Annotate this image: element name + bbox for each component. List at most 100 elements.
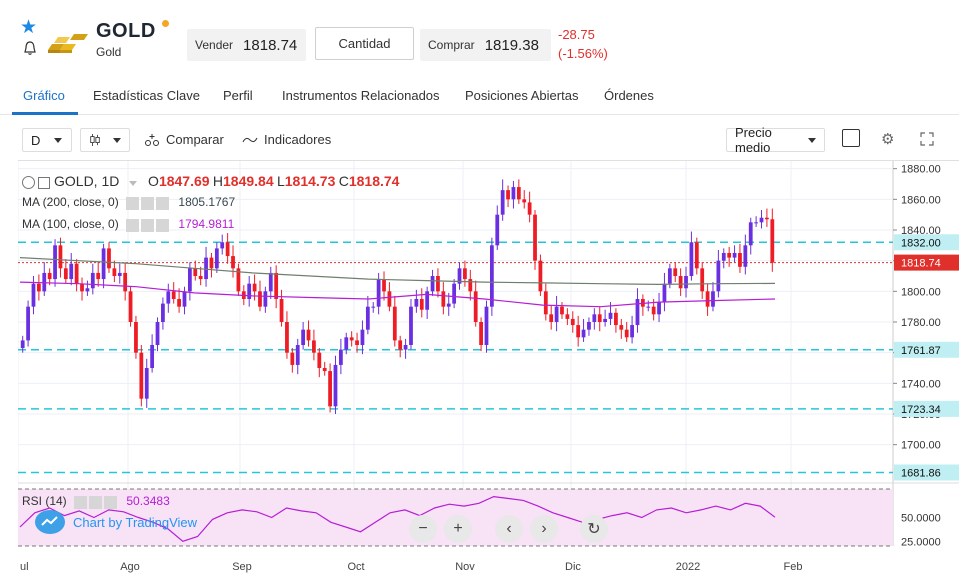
candle-body xyxy=(58,245,63,269)
compare-label: Comparar xyxy=(166,132,224,147)
rsi-line xyxy=(19,495,776,542)
eye-icon[interactable] xyxy=(126,218,140,232)
close-value: 1818.74 xyxy=(348,173,400,189)
candle-body xyxy=(576,325,581,338)
candle-body xyxy=(678,276,683,289)
candle-body xyxy=(90,272,95,289)
bell-icon[interactable] xyxy=(22,40,38,56)
tab-grafico[interactable]: Gráfico xyxy=(23,88,65,103)
chart-toolbar: D Comparar Indicadores Precio medio ⚙ xyxy=(0,123,959,156)
close-icon[interactable] xyxy=(156,196,170,210)
level-label-bg xyxy=(894,464,959,481)
rsi-legend: RSI (14) 50.3483 xyxy=(22,494,170,509)
candle-body xyxy=(376,279,381,307)
tab-posiciones[interactable]: Posiciones Abiertas xyxy=(465,88,579,103)
candle-body xyxy=(123,272,128,292)
candle-body xyxy=(500,190,505,215)
change-percent: (-1.56%) xyxy=(558,46,608,61)
close-icon[interactable] xyxy=(104,495,118,509)
candle-body xyxy=(587,322,591,330)
candle-body xyxy=(387,291,392,307)
candle-body xyxy=(187,268,192,292)
candle-body xyxy=(419,299,424,310)
settings-gear-icon[interactable]: ⚙ xyxy=(881,131,895,148)
reset-chart-button[interactable]: ↻ xyxy=(580,515,608,543)
tab-perfil[interactable]: Perfil xyxy=(223,88,253,103)
quantity-field[interactable]: Cantidad xyxy=(315,27,414,60)
scroll-right-button[interactable]: › xyxy=(530,515,558,543)
current-price-bg xyxy=(894,254,959,271)
candle-body xyxy=(279,299,284,322)
price-axis-label: 1740.00 xyxy=(901,378,941,390)
rsi-axis-label: 25.0000 xyxy=(901,536,941,548)
collapse-icon[interactable] xyxy=(22,176,35,190)
candle-body xyxy=(560,306,564,315)
candle-body xyxy=(721,253,726,261)
high-value: 1849.84 xyxy=(223,173,274,189)
tab-instrumentos[interactable]: Instrumentos Relacionados xyxy=(282,88,440,103)
candle-body xyxy=(295,345,300,365)
candle-body xyxy=(382,279,386,292)
tab-bar: Gráfico Estadísticas Clave Perfil Instru… xyxy=(0,80,959,115)
price-mode-select[interactable]: Precio medio xyxy=(726,125,825,155)
ma100-controls[interactable] xyxy=(126,218,171,232)
candle-body xyxy=(700,268,705,292)
sell-price: 1818.74 xyxy=(243,36,298,54)
candle-body xyxy=(770,219,775,263)
candle-body xyxy=(516,187,521,200)
ma200-controls[interactable] xyxy=(126,196,171,210)
candle-body xyxy=(333,364,338,407)
sell-button[interactable]: Vender 1818.74 xyxy=(187,29,306,61)
candle-body xyxy=(177,299,181,307)
indicators-button[interactable]: Indicadores xyxy=(242,132,331,147)
candle-body xyxy=(711,291,715,307)
fullscreen-box-icon[interactable] xyxy=(842,129,860,147)
chevron-down-icon[interactable] xyxy=(128,181,137,186)
candle-body xyxy=(274,272,279,299)
chart-type-select[interactable] xyxy=(80,128,130,152)
ma100-legend: MA (100, close, 0) 1794.9811 xyxy=(22,217,234,232)
candle-body xyxy=(139,352,144,399)
ma200-line xyxy=(19,257,776,286)
candle-body xyxy=(268,272,273,292)
interval-select[interactable]: D xyxy=(22,128,72,152)
candle-body xyxy=(193,268,198,276)
candle-body xyxy=(263,291,268,307)
level-label: 1761.87 xyxy=(901,345,941,357)
candle-body xyxy=(63,268,68,280)
current-price-label: 1818.74 xyxy=(901,258,941,270)
compare-button[interactable]: Comparar xyxy=(144,132,224,147)
level-label: 1723.34 xyxy=(901,404,941,416)
eye-icon[interactable] xyxy=(126,196,140,210)
market-status-dot xyxy=(162,20,169,27)
candle-body xyxy=(36,283,41,292)
scroll-left-button[interactable]: ‹ xyxy=(495,515,523,543)
candle-body xyxy=(468,279,473,292)
candle-body xyxy=(69,263,74,280)
low-label: L xyxy=(276,173,285,189)
candle-body xyxy=(285,322,289,353)
expand-icon[interactable] xyxy=(920,132,934,146)
tab-ordenes[interactable]: Órdenes xyxy=(604,88,654,103)
star-icon[interactable]: ★ xyxy=(20,17,38,38)
buy-button[interactable]: Comprar 1819.38 xyxy=(420,29,551,61)
zoom-out-button[interactable]: − xyxy=(409,515,437,543)
candle-body xyxy=(635,299,640,326)
tradingview-watermark[interactable]: Chart by TradingView xyxy=(35,510,197,534)
zoom-in-button[interactable]: + xyxy=(444,515,472,543)
price-axis-label: 1840.00 xyxy=(901,225,941,237)
tab-estadisticas[interactable]: Estadísticas Clave xyxy=(93,88,200,103)
candle-body xyxy=(495,214,500,246)
eye-icon[interactable] xyxy=(74,495,88,509)
minimize-icon[interactable] xyxy=(38,176,50,189)
gear-icon[interactable] xyxy=(89,495,103,509)
rsi-controls[interactable] xyxy=(74,495,119,509)
gear-icon[interactable] xyxy=(141,196,155,210)
candle-body xyxy=(328,371,332,407)
time-axis-label: Sep xyxy=(232,561,252,573)
close-icon[interactable] xyxy=(156,218,170,232)
gear-icon[interactable] xyxy=(141,218,155,232)
high-label: H xyxy=(212,173,224,189)
ma200-legend: MA (200, close, 0) 1805.1767 xyxy=(22,195,235,210)
candle-body xyxy=(446,303,451,307)
